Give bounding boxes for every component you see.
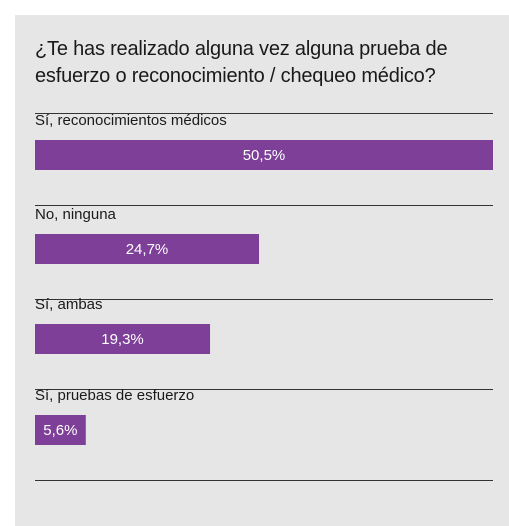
bar-label: 50,5% bbox=[243, 147, 286, 164]
bar bbox=[35, 140, 493, 170]
bar bbox=[35, 415, 86, 445]
chart-title: ¿Te has realizado alguna vez alguna prue… bbox=[35, 38, 448, 87]
panel bbox=[15, 15, 509, 526]
bar-label: 19,3% bbox=[101, 331, 144, 348]
bar-label: 5,6% bbox=[43, 422, 77, 439]
category-label: Sí, ambas bbox=[35, 296, 103, 313]
bar-label: 24,7% bbox=[126, 241, 169, 258]
bar bbox=[35, 324, 211, 354]
category-label: Sí, reconocimientos médicos bbox=[35, 112, 227, 129]
bar bbox=[35, 234, 260, 264]
category-label: Sí, pruebas de esfuerzo bbox=[35, 387, 194, 404]
category-label: No, ninguna bbox=[35, 206, 117, 223]
